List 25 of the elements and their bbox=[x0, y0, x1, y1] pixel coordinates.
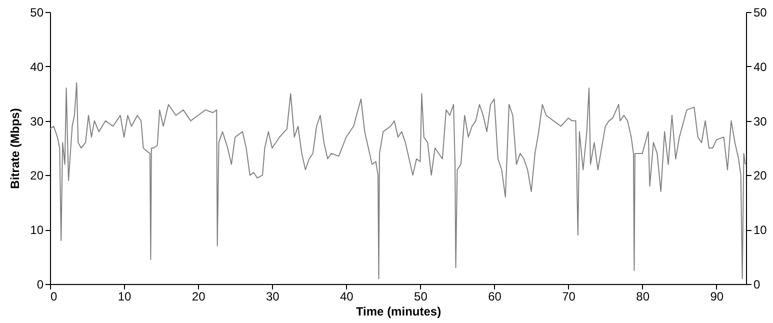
line-series bbox=[50, 82, 746, 280]
y2-tick-label: 10 bbox=[754, 223, 768, 238]
y-tick-label: 50 bbox=[30, 6, 44, 20]
x-tick-label: 40 bbox=[340, 290, 354, 304]
y2-tick-label: 20 bbox=[754, 168, 768, 183]
x-tick-label: 50 bbox=[414, 290, 428, 304]
y2-tick-label: 0 bbox=[754, 278, 760, 292]
y2-tick-label: 50 bbox=[754, 6, 768, 20]
y-tick-label: 40 bbox=[30, 60, 44, 74]
x-tick-label: 70 bbox=[562, 290, 576, 304]
x-axis-title: Time (minutes) bbox=[356, 304, 442, 318]
x-tick-label: 60 bbox=[488, 290, 502, 304]
y-tick-label: 0 bbox=[36, 278, 44, 292]
x-tick-label: 30 bbox=[266, 290, 280, 304]
y2-tick-label: 30 bbox=[754, 114, 768, 128]
x-tick-label: 80 bbox=[636, 290, 650, 304]
y2-tick-label: 40 bbox=[754, 60, 768, 74]
y-axis-title: Bitrate (Mbps) bbox=[8, 108, 22, 189]
y-tick-label: 10 bbox=[30, 223, 44, 238]
y-tick-label: 20 bbox=[30, 168, 44, 183]
x-tick-label: 20 bbox=[192, 290, 206, 304]
x-tick-label: 10 bbox=[118, 290, 132, 304]
y-tick-label: 30 bbox=[30, 114, 44, 128]
x-tick-label: 0 bbox=[50, 290, 58, 304]
x-tick-label: 90 bbox=[710, 290, 724, 304]
